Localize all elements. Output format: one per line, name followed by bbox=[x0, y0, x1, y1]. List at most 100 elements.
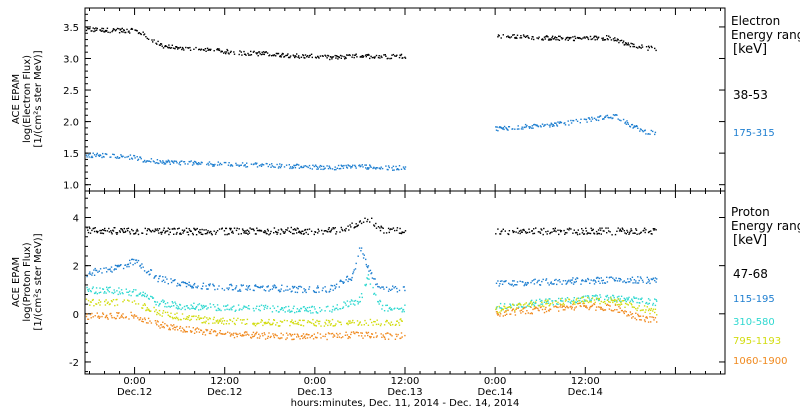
proton-data-point bbox=[176, 312, 178, 314]
proton-data-point bbox=[317, 332, 319, 334]
electron-data-point bbox=[590, 38, 592, 41]
proton-data-point bbox=[295, 323, 297, 325]
proton-data-point bbox=[273, 286, 275, 289]
electron-data-point bbox=[140, 158, 142, 160]
proton-data-point bbox=[183, 317, 185, 320]
proton-data-point bbox=[191, 285, 194, 288]
proton-data-point bbox=[118, 312, 120, 314]
proton-data-point bbox=[132, 264, 134, 266]
proton-data-point bbox=[311, 334, 313, 337]
electron-data-point bbox=[207, 49, 209, 51]
proton-data-point bbox=[509, 306, 511, 308]
proton-data-point bbox=[253, 310, 255, 312]
proton-data-point bbox=[158, 232, 160, 234]
electron-data-point bbox=[266, 52, 269, 54]
proton-data-point bbox=[119, 293, 121, 295]
electron-data-point bbox=[503, 125, 506, 128]
electron-data-point bbox=[255, 163, 257, 165]
proton-data-point bbox=[314, 336, 317, 338]
proton-data-point bbox=[617, 311, 619, 313]
proton-data-point bbox=[589, 232, 592, 235]
proton-data-point bbox=[255, 333, 257, 335]
proton-data-point bbox=[161, 315, 163, 317]
electron-data-point bbox=[159, 44, 161, 46]
proton-data-point bbox=[208, 332, 211, 335]
proton-data-point bbox=[342, 282, 345, 284]
proton-data-point bbox=[552, 304, 554, 306]
proton-data-point bbox=[656, 314, 658, 316]
proton-data-point bbox=[545, 310, 548, 313]
electron-data-point bbox=[275, 55, 277, 57]
proton-data-point bbox=[284, 311, 286, 313]
proton-data-point bbox=[230, 307, 232, 309]
proton-data-point bbox=[631, 229, 633, 232]
electron-data-point bbox=[404, 56, 406, 58]
proton-data-point bbox=[177, 329, 179, 331]
proton-data-point bbox=[649, 299, 651, 301]
electron-data-point bbox=[212, 164, 215, 166]
proton-data-point bbox=[115, 268, 117, 270]
proton-data-point bbox=[184, 308, 186, 311]
proton-data-point bbox=[98, 317, 100, 319]
electron-data-point bbox=[654, 47, 656, 50]
proton-data-point bbox=[316, 287, 318, 289]
proton-data-point bbox=[87, 289, 89, 291]
electron-data-point bbox=[633, 45, 636, 48]
proton-data-point bbox=[540, 306, 542, 308]
proton-data-point bbox=[626, 315, 628, 317]
proton-data-point bbox=[597, 232, 599, 235]
electron-data-point bbox=[253, 50, 255, 53]
proton-data-point bbox=[174, 329, 176, 331]
electron-data-point bbox=[92, 27, 94, 29]
proton-data-point bbox=[256, 322, 259, 324]
proton-data-point bbox=[296, 333, 299, 335]
electron-data-point bbox=[358, 164, 361, 166]
proton-data-point bbox=[89, 271, 91, 273]
proton-data-point bbox=[396, 320, 399, 322]
proton-data-point bbox=[365, 258, 367, 261]
proton-data-point bbox=[143, 303, 146, 305]
proton-data-point bbox=[617, 298, 619, 300]
proton-data-point bbox=[250, 228, 253, 230]
proton-data-point bbox=[398, 308, 400, 310]
proton-data-point bbox=[210, 329, 213, 331]
electron-data-point bbox=[514, 128, 516, 130]
proton-data-point bbox=[278, 311, 280, 313]
proton-data-point bbox=[564, 306, 567, 309]
proton-data-point bbox=[120, 289, 123, 291]
electron-data-point bbox=[266, 163, 268, 165]
proton-data-point bbox=[613, 297, 615, 299]
electron-data-point bbox=[120, 30, 123, 33]
electron-data-point bbox=[335, 57, 337, 59]
electron-data-point bbox=[261, 51, 263, 54]
proton-data-point bbox=[260, 230, 263, 232]
proton-data-point bbox=[377, 285, 379, 288]
proton-data-point bbox=[511, 309, 513, 312]
electron-data-point bbox=[292, 54, 294, 56]
proton-data-point bbox=[404, 334, 406, 337]
electron-data-point bbox=[512, 34, 514, 36]
proton-data-point bbox=[541, 301, 543, 303]
electron-data-point bbox=[256, 53, 258, 55]
proton-data-point bbox=[548, 284, 550, 286]
proton-data-point bbox=[634, 317, 636, 319]
xtick-label-time: 12:00 bbox=[210, 376, 239, 387]
proton-data-point bbox=[216, 230, 219, 232]
electron-data-point bbox=[313, 165, 315, 168]
proton-data-point bbox=[519, 310, 521, 312]
proton-data-point bbox=[344, 302, 347, 304]
proton-data-point bbox=[365, 263, 367, 266]
proton-data-point bbox=[248, 230, 250, 232]
proton-data-point bbox=[132, 230, 134, 232]
electron-data-point bbox=[137, 159, 139, 161]
electron-data-point bbox=[301, 166, 303, 169]
electron-data-point bbox=[257, 55, 259, 57]
proton-data-point bbox=[589, 282, 591, 284]
proton-data-point bbox=[616, 309, 618, 311]
electron-data-point bbox=[129, 32, 131, 34]
proton-data-point bbox=[623, 312, 625, 315]
proton-data-point bbox=[133, 300, 136, 302]
electron-data-point bbox=[89, 153, 91, 155]
proton-data-point bbox=[308, 334, 310, 336]
proton-data-point bbox=[245, 288, 247, 290]
